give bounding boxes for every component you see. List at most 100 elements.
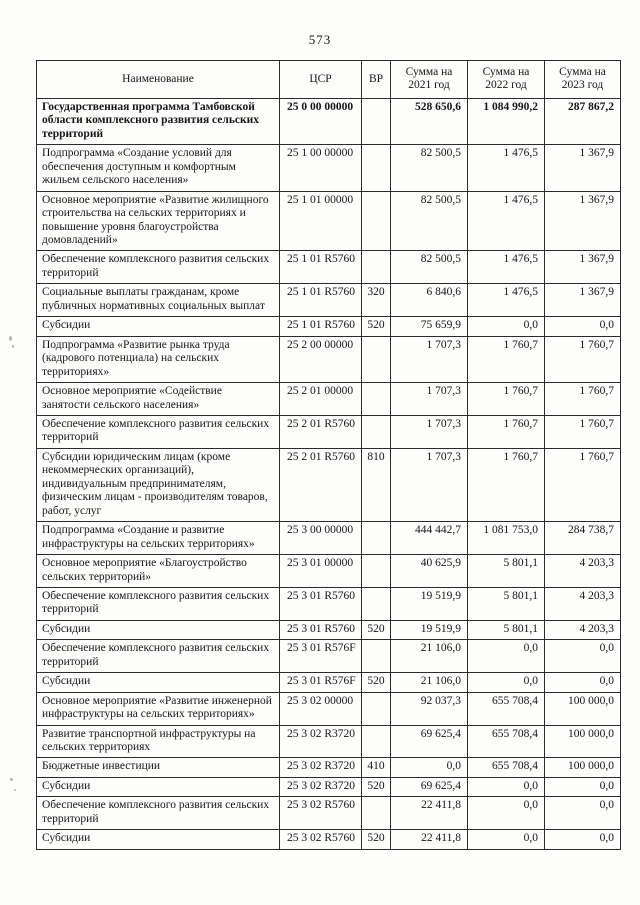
cell-name: Обеспечение комплексного развития сельск… xyxy=(36,639,280,674)
cell-name: Бюджетные инвестиции xyxy=(36,757,280,778)
table-header: Наименование ЦСР ВР Сумма на 2021 год Су… xyxy=(36,60,621,99)
scan-artifact xyxy=(14,789,16,791)
cell-y2022: 0,0 xyxy=(467,316,545,337)
cell-csr: 25 3 02 R3720 xyxy=(279,757,362,778)
cell-name: Основное мероприятие «Развитие инженерно… xyxy=(36,691,280,726)
cell-vr xyxy=(361,382,391,416)
cell-name: Субсидии xyxy=(36,829,280,850)
cell-y2022: 1 760,7 xyxy=(467,414,545,449)
column-header-sum-2021: Сумма на 2021 год xyxy=(390,60,468,99)
header-row: Наименование ЦСР ВР Сумма на 2021 год Су… xyxy=(36,60,621,99)
cell-y2023: 4 203,3 xyxy=(544,619,621,641)
budget-table: Наименование ЦСР ВР Сумма на 2021 год Су… xyxy=(36,60,621,850)
table-row: Обеспечение комплексного развития сельск… xyxy=(36,250,621,285)
cell-y2022: 0,0 xyxy=(467,776,545,798)
cell-name: Обеспечение комплексного развития сельск… xyxy=(36,414,280,449)
table-row: Обеспечение комплексного развития сельск… xyxy=(36,586,621,621)
cell-csr: 25 3 01 R576F xyxy=(279,639,362,674)
table-row: Основное мероприятие «Развитие жилищного… xyxy=(36,190,621,252)
cell-csr: 25 2 00 00000 xyxy=(279,335,362,384)
cell-name: Обеспечение комплексного развития сельск… xyxy=(36,586,280,621)
table-row: Основное мероприятие «Благоустройство се… xyxy=(36,554,621,588)
cell-csr: 25 3 01 R5760 xyxy=(279,619,362,641)
cell-y2023: 100 000,0 xyxy=(544,724,621,759)
cell-vr xyxy=(361,250,391,285)
cell-y2023: 284 738,7 xyxy=(544,521,621,556)
cell-y2022: 5 801,1 xyxy=(467,586,545,621)
cell-csr: 25 2 01 00000 xyxy=(279,382,362,416)
cell-y2021: 82 500,5 xyxy=(390,190,468,252)
cell-y2022: 5 801,1 xyxy=(467,619,545,641)
cell-y2021: 444 442,7 xyxy=(390,521,468,556)
cell-y2023: 0,0 xyxy=(544,776,621,798)
table-row: Субсидии 25 1 01 R5760 520 75 659,9 0,0 0,0 xyxy=(36,316,621,337)
cell-vr xyxy=(361,97,391,146)
cell-y2022: 655 708,4 xyxy=(467,691,545,726)
table-row: Субсидии 25 3 02 R3720 520 69 625,4 0,0 0,0 xyxy=(36,776,621,798)
cell-y2021: 22 411,8 xyxy=(390,796,468,831)
cell-vr: 810 xyxy=(361,447,391,523)
cell-vr xyxy=(361,724,391,759)
cell-csr: 25 2 01 R5760 xyxy=(279,447,362,523)
cell-y2023: 0,0 xyxy=(544,639,621,674)
cell-csr: 25 3 01 R5760 xyxy=(279,586,362,621)
cell-y2023: 1 760,7 xyxy=(544,414,621,449)
cell-vr: 320 xyxy=(361,283,391,318)
column-header-sum-2023: Сумма на 2023 год xyxy=(544,60,621,99)
cell-vr: 410 xyxy=(361,757,391,778)
cell-name: Обеспечение комплексного развития сельск… xyxy=(36,796,280,831)
scan-artifact xyxy=(12,345,14,348)
cell-y2023: 1 367,9 xyxy=(544,250,621,285)
table-body: Государственная программа Тамбовской обл… xyxy=(36,97,621,850)
cell-y2021: 6 840,6 xyxy=(390,283,468,318)
cell-y2021: 82 500,5 xyxy=(390,144,468,192)
cell-csr: 25 0 00 00000 xyxy=(279,97,362,146)
cell-name: Основное мероприятие «Благоустройство се… xyxy=(36,554,280,588)
cell-y2021: 1 707,3 xyxy=(390,414,468,449)
scan-artifact xyxy=(10,778,13,781)
cell-csr: 25 3 00 00000 xyxy=(279,521,362,556)
cell-vr xyxy=(361,586,391,621)
cell-csr: 25 3 01 00000 xyxy=(279,554,362,588)
cell-y2023: 1 760,7 xyxy=(544,447,621,523)
cell-y2021: 40 625,9 xyxy=(390,554,468,588)
cell-y2023: 0,0 xyxy=(544,829,621,850)
cell-y2021: 1 707,3 xyxy=(390,447,468,523)
column-header-vr: ВР xyxy=(361,60,391,99)
cell-y2023: 1 367,9 xyxy=(544,190,621,252)
cell-y2022: 1 760,7 xyxy=(467,382,545,416)
cell-y2022: 1 760,7 xyxy=(467,335,545,384)
cell-vr xyxy=(361,414,391,449)
cell-vr: 520 xyxy=(361,672,391,693)
cell-y2023: 100 000,0 xyxy=(544,757,621,778)
cell-name: Субсидии xyxy=(36,619,280,641)
cell-csr: 25 3 02 R5760 xyxy=(279,796,362,831)
column-header-sum-2022: Сумма на 2022 год xyxy=(467,60,545,99)
cell-csr: 25 3 01 R576F xyxy=(279,672,362,693)
cell-csr: 25 3 02 00000 xyxy=(279,691,362,726)
table-row: Развитие транспортной инфраструктуры на … xyxy=(36,724,621,759)
table-row: Субсидии юридическим лицам (кроме некомм… xyxy=(36,447,621,523)
table-row: Социальные выплаты гражданам, кроме публ… xyxy=(36,283,621,318)
cell-name: Социальные выплаты гражданам, кроме публ… xyxy=(36,283,280,318)
cell-y2023: 1 367,9 xyxy=(544,144,621,192)
table-row: Субсидии 25 3 01 R5760 520 19 519,9 5 801,1 4… xyxy=(36,619,621,641)
cell-csr: 25 1 00 00000 xyxy=(279,144,362,192)
cell-y2022: 1 081 753,0 xyxy=(467,521,545,556)
cell-y2021: 69 625,4 xyxy=(390,724,468,759)
cell-y2021: 82 500,5 xyxy=(390,250,468,285)
cell-vr xyxy=(361,190,391,252)
cell-y2021: 21 106,0 xyxy=(390,672,468,693)
table-row: Субсидии 25 3 01 R576F 520 21 106,0 0,0 0,0 xyxy=(36,672,621,693)
cell-name: Подпрограмма «Развитие рынка труда (кадр… xyxy=(36,335,280,384)
cell-y2022: 655 708,4 xyxy=(467,757,545,778)
cell-y2022: 655 708,4 xyxy=(467,724,545,759)
cell-y2021: 19 519,9 xyxy=(390,619,468,641)
cell-csr: 25 3 02 R5760 xyxy=(279,829,362,850)
cell-y2022: 1 476,5 xyxy=(467,250,545,285)
column-header-csr: ЦСР xyxy=(279,60,362,99)
cell-csr: 25 1 01 00000 xyxy=(279,190,362,252)
cell-y2022: 1 476,5 xyxy=(467,283,545,318)
cell-name: Субсидии юридическим лицам (кроме некомм… xyxy=(36,447,280,523)
